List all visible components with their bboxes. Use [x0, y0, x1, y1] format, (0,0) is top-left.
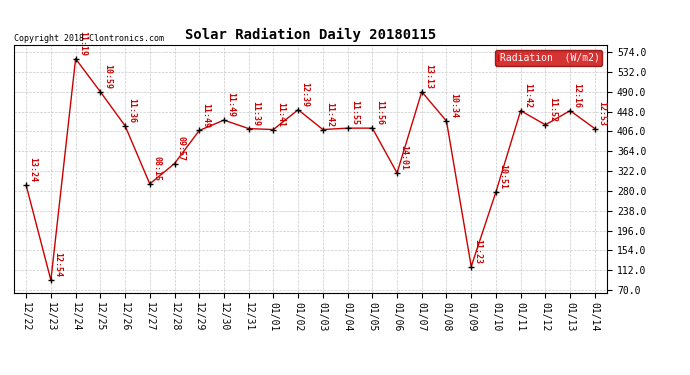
Text: 11:42: 11:42 [326, 102, 335, 127]
Title: Solar Radiation Daily 20180115: Solar Radiation Daily 20180115 [185, 28, 436, 42]
Text: 10:59: 10:59 [103, 64, 112, 89]
Text: Copyright 2018 Clontronics.com: Copyright 2018 Clontronics.com [14, 33, 164, 42]
Text: 11:55: 11:55 [350, 100, 359, 125]
Text: 11:49: 11:49 [226, 92, 235, 117]
Text: 11:52: 11:52 [548, 97, 557, 122]
Text: 09:57: 09:57 [177, 136, 186, 161]
Text: 08:15: 08:15 [152, 156, 161, 181]
Text: 14:01: 14:01 [400, 145, 408, 170]
Text: 11:41: 11:41 [276, 102, 285, 127]
Text: 10:34: 10:34 [449, 93, 458, 118]
Text: 11:56: 11:56 [375, 100, 384, 125]
Text: 11:19: 11:19 [78, 31, 87, 56]
Text: 11:42: 11:42 [523, 83, 532, 108]
Text: 13:24: 13:24 [29, 158, 38, 183]
Text: 11:23: 11:23 [474, 239, 483, 264]
Text: 11:39: 11:39 [251, 101, 260, 126]
Text: 13:13: 13:13 [424, 64, 433, 89]
Text: 12:16: 12:16 [573, 83, 582, 108]
Text: 11:36: 11:36 [128, 98, 137, 123]
Text: 12:39: 12:39 [301, 82, 310, 107]
Text: 12:53: 12:53 [598, 101, 607, 126]
Legend: Radiation  (W/m2): Radiation (W/m2) [495, 50, 602, 66]
Text: 10:51: 10:51 [498, 164, 507, 189]
Text: 11:49: 11:49 [201, 103, 210, 128]
Text: 12:54: 12:54 [53, 252, 62, 278]
